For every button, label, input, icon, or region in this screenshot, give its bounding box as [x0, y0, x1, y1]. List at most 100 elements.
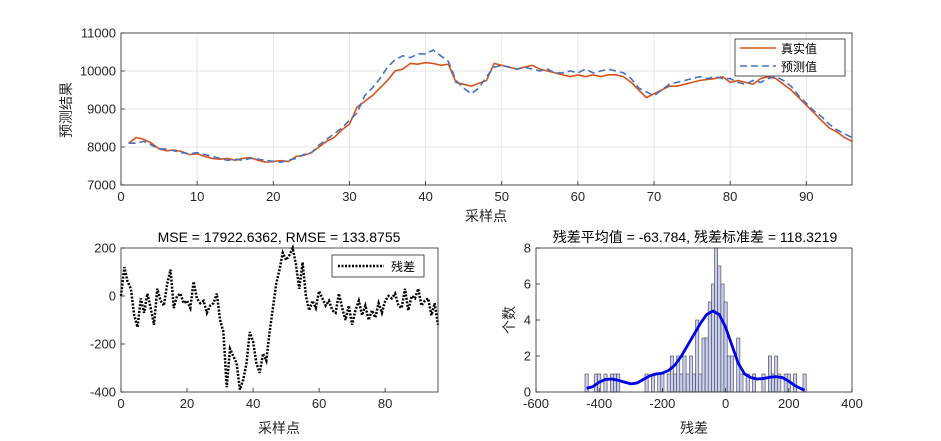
- prediction-series: [128, 49, 853, 164]
- histogram-bar: [726, 355, 731, 393]
- histogram-bar: [720, 283, 725, 393]
- residual-axes-frame: [120, 247, 439, 393]
- histogram-plot-title: 残差平均值 = -63.784, 残差标准差 = 118.3219: [553, 229, 838, 245]
- residual-y-tick-labels: -400 -200 0 200: [90, 241, 116, 400]
- prediction-axes-frame: [120, 32, 853, 186]
- y-tick-label: 8000: [87, 140, 116, 155]
- histogram-bar: [682, 355, 687, 393]
- histogram-bar: [774, 355, 779, 393]
- y-tick-label: 2: [524, 349, 531, 364]
- residual-x-tick-labels: 0 20 40 60 80: [117, 396, 392, 411]
- x-tick-label: 80: [723, 189, 737, 204]
- kde-line: [586, 309, 806, 392]
- residual-plot-title: MSE = 17922.6362, RMSE = 133.8755: [158, 229, 401, 245]
- histogram-bar: [692, 373, 696, 393]
- x-tick-label: 60: [571, 189, 585, 204]
- y-tick-label: -200: [90, 337, 116, 352]
- histogram-kde-curve: [586, 309, 806, 392]
- histogram-bar: [729, 355, 734, 393]
- histogram-bar: [701, 337, 706, 393]
- histogram-bar: [616, 373, 621, 393]
- legend-residual-label: 残差: [391, 260, 415, 274]
- histogram-x-axis-label: 残差: [680, 420, 708, 436]
- x-tick-label: 200: [778, 396, 800, 411]
- histogram-bar: [723, 301, 728, 393]
- histogram-axes-frame: [535, 247, 853, 393]
- y-tick-label: 4: [524, 313, 531, 328]
- x-tick-label: 0: [117, 396, 124, 411]
- histogram-bar: [669, 355, 674, 393]
- x-tick-label: 50: [494, 189, 508, 204]
- x-tick-label: 40: [418, 189, 432, 204]
- histogram-bar: [761, 373, 766, 393]
- axes-box: [535, 247, 853, 393]
- histogram-bar: [714, 247, 719, 393]
- x-tick-label: -400: [586, 396, 612, 411]
- histogram-bar: [717, 265, 722, 393]
- histogram-bar: [685, 373, 690, 393]
- histogram-bar: [613, 373, 617, 393]
- x-tick-label: 60: [312, 396, 326, 411]
- prediction-legend-box: [734, 38, 846, 77]
- histogram-bar: [707, 301, 712, 393]
- x-tick-label: 30: [342, 189, 356, 204]
- x-tick-label: 80: [378, 396, 392, 411]
- residual-x-axis-label: 采样点: [258, 420, 300, 436]
- x-tick-label: -600: [523, 396, 549, 411]
- x-tick-label: -200: [649, 396, 675, 411]
- x-tick-label: 20: [180, 396, 194, 411]
- residual-legend: 残差: [331, 254, 425, 278]
- y-tick-label: 0: [524, 385, 531, 400]
- x-tick-label: 40: [246, 396, 260, 411]
- y-tick-label: 200: [94, 241, 116, 256]
- histogram-bar: [603, 373, 608, 393]
- histogram-bar: [650, 373, 655, 393]
- histogram-bar: [688, 355, 693, 393]
- histogram-bar: [793, 373, 798, 393]
- histogram-bar: [698, 373, 703, 393]
- residual-line: [119, 243, 440, 391]
- residual-plot: MSE = 17922.6362, RMSE = 133.8755 0 20 40 6…: [90, 229, 440, 436]
- histogram-bar: [783, 373, 788, 393]
- x-tick-label: 10: [190, 189, 204, 204]
- histogram-bar: [657, 373, 662, 393]
- histogram-bar: [673, 373, 678, 393]
- histogram-plot: 残差平均值 = -63.784, 残差标准差 = 118.3219 -600 -4…: [501, 229, 863, 436]
- histogram-bar: [679, 373, 684, 393]
- prediction-x-tick-labels: 0 10 20 30 40 50 60 70 80 90: [117, 189, 813, 204]
- histogram-x-tick-labels: -600 -400 -200 0 200 400: [523, 396, 863, 411]
- legend-actual-label: 真实值: [781, 41, 817, 56]
- prediction-plot: 0 10 20 30 40 50 60 70 80 90 7000 8000 9000 10000 110…: [58, 26, 853, 224]
- y-tick-label: -400: [90, 385, 116, 400]
- prediction-x-axis-label: 采样点: [465, 208, 507, 224]
- y-tick-label: 8: [524, 241, 531, 256]
- x-tick-label: 90: [799, 189, 813, 204]
- histogram-bar: [666, 373, 671, 393]
- legend-predicted-label: 预测值: [781, 59, 817, 74]
- histogram-bar: [704, 337, 709, 393]
- y-tick-label: 0: [109, 289, 116, 304]
- x-tick-label: 20: [266, 189, 280, 204]
- x-tick-label: 70: [647, 189, 661, 204]
- histogram-bar: [739, 373, 744, 393]
- y-tick-label: 11000: [81, 26, 116, 41]
- y-tick-label: 7000: [87, 178, 116, 193]
- y-tick-label: 9000: [87, 102, 116, 117]
- x-tick-label: 0: [117, 189, 124, 204]
- y-tick-label: 6: [524, 277, 531, 292]
- histogram-bar: [711, 283, 715, 393]
- prediction-y-axis-label: 预测结果: [58, 82, 74, 138]
- histogram-bar: [767, 355, 772, 393]
- x-tick-label: 0: [722, 396, 729, 411]
- x-tick-label: 400: [841, 396, 863, 411]
- histogram-y-tick-labels: 0 2 4 6 8: [524, 241, 531, 400]
- residual-series: [119, 243, 440, 391]
- histogram-bar: [609, 373, 614, 393]
- prediction-y-tick-labels: 7000 8000 9000 10000 11000: [80, 26, 116, 193]
- y-tick-label: 10000: [80, 64, 116, 79]
- histogram-plot-area: [536, 248, 852, 392]
- axes-box: [120, 247, 439, 393]
- prediction-legend: 真实值 预测值: [734, 38, 846, 77]
- axes-box: [120, 32, 853, 186]
